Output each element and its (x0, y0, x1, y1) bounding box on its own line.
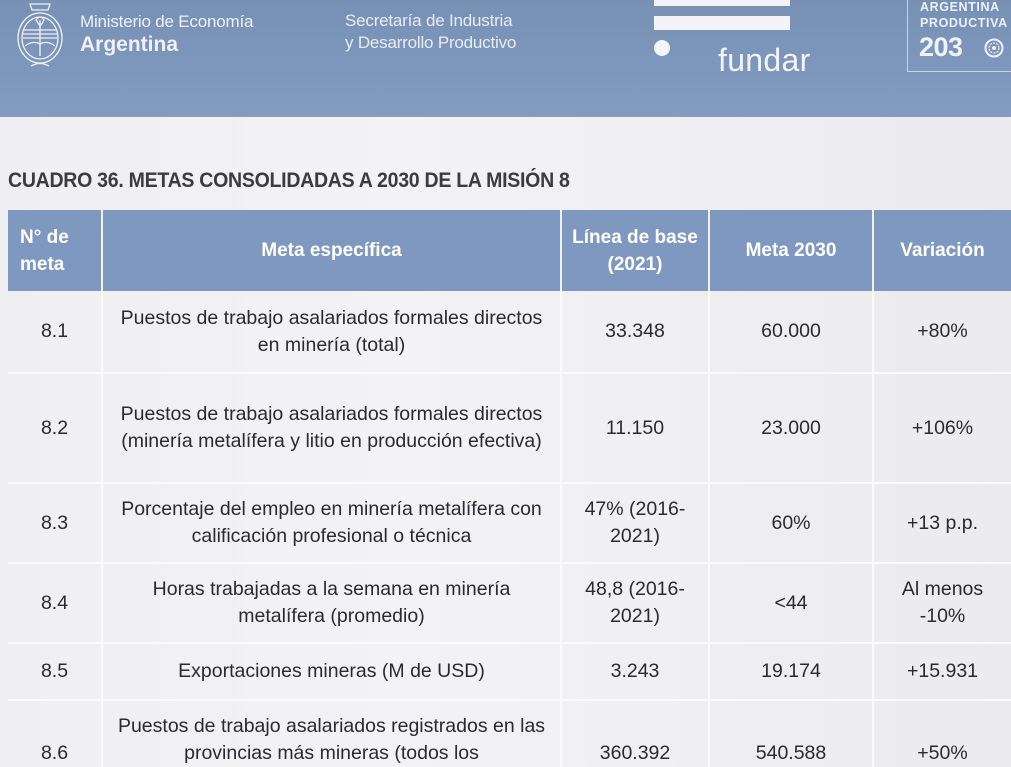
cell-numero: 8.2 (8, 373, 103, 484)
cell-variacion: +13 p.p. (873, 483, 1011, 564)
table-row: 8.1 Puestos de trabajo asalariados forma… (8, 291, 1011, 374)
cell-numero: 8.3 (8, 483, 103, 564)
gear-icon (984, 38, 1004, 58)
cell-linea-base: 11.150 (561, 373, 710, 484)
cell-meta-2030: 23.000 (709, 373, 874, 484)
cell-variacion: +106% (873, 373, 1011, 484)
cell-meta-2030: 60% (709, 483, 874, 564)
table-row: 8.2 Puestos de trabajo asalariados forma… (8, 373, 1011, 484)
column-header-meta-2030: Meta 2030 (709, 210, 874, 291)
cell-numero: 8.6 (8, 700, 103, 767)
column-header-meta: Meta específica (102, 210, 562, 291)
ap-line1: ARGENTINA (920, 0, 1000, 14)
cell-linea-base: 3.243 (561, 643, 710, 701)
secretaria-line1: Secretaría de Industria (345, 11, 513, 30)
cell-meta: Puestos de trabajo asalariados formales … (102, 291, 562, 374)
column-header-numero: N° de meta (8, 210, 103, 291)
cell-meta: Exportaciones mineras (M de USD) (102, 643, 562, 701)
argentina-productiva-logo: ARGENTINA PRODUCTIVA 203 (907, 0, 1011, 72)
cell-variacion: +50% (873, 700, 1011, 767)
ap-line2: PRODUCTIVA (920, 16, 1008, 30)
table-row: 8.3 Porcentaje del empleo en minería met… (8, 483, 1011, 564)
secretaria-logo-text: Secretaría de Industria y Desarrollo Pro… (345, 10, 516, 54)
country-name: Argentina (80, 33, 179, 56)
cell-meta-2030: 60.000 (709, 291, 874, 374)
fundar-wordmark: fundar (718, 42, 811, 78)
cell-linea-base: 33.348 (561, 291, 710, 374)
secretaria-line2: y Desarrollo Productivo (345, 33, 517, 52)
ap-year: 203 (919, 32, 963, 62)
column-header-linea-base: Línea de base (2021) (561, 210, 710, 291)
cell-numero: 8.1 (8, 291, 103, 374)
cell-meta-2030: <44 (709, 563, 874, 644)
cell-linea-base: 360.392 (561, 700, 710, 767)
table-header-row: N° de meta Meta específica Línea de base… (8, 210, 1011, 291)
cell-meta: Porcentaje del empleo en minería metalíf… (102, 483, 562, 564)
fundar-bar (654, 16, 790, 30)
cell-linea-base: 47% (2016-2021) (561, 483, 710, 564)
header-banner: Ministerio de Economía Argentina Secreta… (0, 0, 1011, 117)
column-header-variacion: Variación (873, 210, 1011, 291)
ministry-name: Ministerio de Economía (80, 12, 254, 31)
coat-of-arms-icon (17, 3, 63, 67)
metas-table: N° de meta Meta específica Línea de base… (8, 210, 1011, 767)
fundar-bar (654, 0, 790, 6)
table-title: CUADRO 36. METAS CONSOLIDADAS A 2030 DE … (8, 169, 570, 192)
ministry-logo-text: Ministerio de Economía Argentina (80, 12, 253, 58)
cell-meta: Horas trabajadas a la semana en minería … (102, 563, 562, 644)
cell-linea-base: 48,8 (2016-2021) (561, 563, 710, 644)
fundar-dot (654, 40, 670, 56)
cell-meta-2030: 540.588 (709, 700, 874, 767)
cell-meta: Puestos de trabajo asalariados registrad… (102, 700, 562, 767)
cell-numero: 8.4 (8, 563, 103, 644)
cell-meta: Puestos de trabajo asalariados formales … (102, 373, 562, 484)
table-row: 8.4 Horas trabajadas a la semana en mine… (8, 563, 1011, 644)
cell-variacion: +15.931 (873, 643, 1011, 701)
table-row: 8.6 Puestos de trabajo asalariados regis… (8, 700, 1011, 767)
cell-numero: 8.5 (8, 643, 103, 701)
cell-variacion: Al menos -10% (873, 563, 1011, 644)
cell-variacion: +80% (873, 291, 1011, 374)
cell-meta-2030: 19.174 (709, 643, 874, 701)
table-row: 8.5 Exportaciones mineras (M de USD) 3.2… (8, 643, 1011, 701)
